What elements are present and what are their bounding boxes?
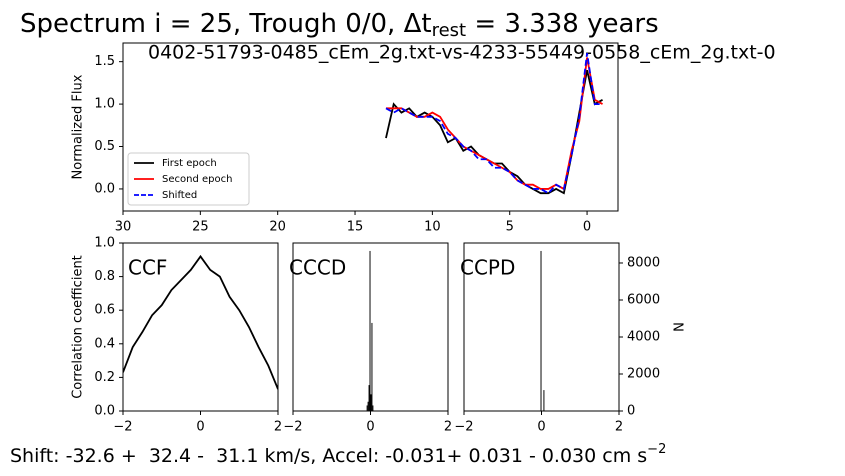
y-tick-label: 6000 bbox=[627, 292, 660, 307]
title-tail: = 3.338 years bbox=[466, 9, 659, 39]
hist-bar bbox=[371, 322, 373, 411]
y-tick-label: 1.5 bbox=[94, 54, 115, 69]
x-tick-label: −2 bbox=[283, 420, 302, 435]
x-tick-label: 15 bbox=[347, 220, 364, 235]
figure-title: Spectrum i = 25, Trough 0/0, Δtrest = 3.… bbox=[20, 9, 659, 42]
x-tick-label: 2 bbox=[615, 420, 623, 435]
panel-annotation: CCPD bbox=[460, 256, 515, 280]
x-tick-label: 30 bbox=[115, 220, 132, 235]
y-tick-label: 0.0 bbox=[94, 181, 115, 196]
y-tick-label: 0.0 bbox=[94, 404, 115, 419]
hist-bar bbox=[367, 401, 369, 411]
x-tick-label: 2 bbox=[274, 420, 282, 435]
x-tick-label: −2 bbox=[113, 420, 132, 435]
y-tick-label: 0.6 bbox=[94, 303, 115, 318]
y-tick-label: 0.8 bbox=[94, 269, 115, 284]
y-tick-label: 1.0 bbox=[94, 236, 115, 251]
axes-frame bbox=[292, 242, 449, 412]
y-tick-label: 0.4 bbox=[94, 336, 115, 351]
legend-label: Shifted bbox=[162, 190, 197, 201]
x-tick-label: 10 bbox=[424, 220, 441, 235]
y-tick-label: 1.0 bbox=[94, 97, 115, 112]
y-tick-label: 0.2 bbox=[94, 370, 115, 385]
hist-bar bbox=[540, 250, 542, 411]
hist-bar bbox=[543, 390, 545, 411]
y-tick-label: 8000 bbox=[627, 255, 660, 270]
legend-label: First epoch bbox=[162, 158, 217, 169]
hist-bar bbox=[372, 405, 374, 411]
x-tick-label: 0 bbox=[366, 420, 374, 435]
y-tick-label: 2000 bbox=[627, 366, 660, 381]
x-tick-label: 2 bbox=[444, 420, 452, 435]
title-main: Spectrum i = 25, Trough 0/0, Δt bbox=[20, 9, 432, 39]
axes-frame bbox=[122, 242, 279, 412]
legend-label: Second epoch bbox=[162, 174, 232, 185]
axes-frame bbox=[463, 242, 620, 412]
panel-annotation: CCF bbox=[128, 256, 167, 280]
x-tick-label: 0 bbox=[537, 420, 545, 435]
legend-box bbox=[127, 152, 250, 206]
series-line bbox=[123, 254, 278, 390]
x-tick-label: −2 bbox=[454, 420, 473, 435]
panel-annotation: CCCD bbox=[289, 256, 346, 280]
y-axis-label: Correlation coefficient bbox=[71, 255, 86, 399]
x-tick-label: 0 bbox=[583, 220, 591, 235]
axes-frame bbox=[122, 42, 619, 212]
footer-sup: −2 bbox=[647, 442, 666, 457]
x-tick-label: 5 bbox=[506, 220, 514, 235]
x-tick-label: 25 bbox=[192, 220, 209, 235]
hist-bar bbox=[370, 394, 372, 411]
footer: Shift: -32.6 + 32.4 - 31.1 km/s, Accel: … bbox=[10, 442, 666, 467]
y-tick-label: 0 bbox=[627, 404, 635, 419]
series-line bbox=[385, 53, 603, 195]
y-tick-label: 0.5 bbox=[94, 139, 115, 154]
hist-bar bbox=[368, 385, 370, 411]
hist-bar bbox=[366, 405, 368, 411]
subtitle: 0402-51793-0485_cEm_2g.txt-vs-4233-55449… bbox=[148, 42, 776, 64]
y-axis-label: N bbox=[670, 322, 685, 332]
footer-text: Shift: -32.6 + 32.4 - 31.1 km/s, Accel: … bbox=[10, 445, 647, 467]
y-axis-label: Normalized Flux bbox=[71, 74, 86, 179]
y-tick-label: 4000 bbox=[627, 329, 660, 344]
x-tick-label: 0 bbox=[196, 420, 204, 435]
x-tick-label: 20 bbox=[269, 220, 286, 235]
hist-bar bbox=[369, 250, 371, 411]
title-sub: rest bbox=[432, 20, 467, 41]
